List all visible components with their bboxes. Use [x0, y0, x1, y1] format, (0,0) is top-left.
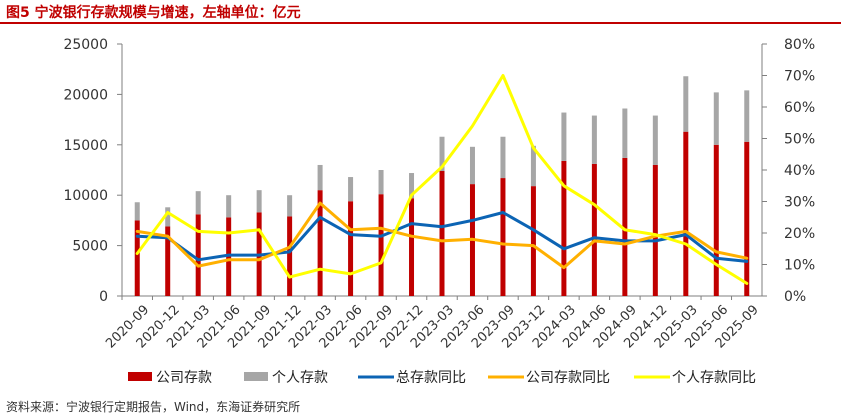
bar-corporate-deposit	[439, 171, 445, 296]
y-right-tick-label: 70%	[784, 69, 815, 85]
bar-corporate-deposit	[287, 216, 293, 296]
y-right-tick-label: 10%	[784, 258, 815, 274]
bar-personal-deposit	[439, 136, 445, 172]
bar-personal-deposit	[195, 191, 201, 215]
y-left-tick-label: 5000	[72, 239, 108, 255]
bar-personal-deposit	[622, 108, 628, 158]
bar-personal-deposit	[256, 190, 262, 213]
title-rule	[0, 22, 841, 24]
bar-corporate-deposit	[530, 186, 536, 296]
legend-personal-deposit-swatch	[244, 372, 268, 381]
y-left-tick-label: 10000	[63, 188, 108, 204]
y-right-tick-label: 30%	[784, 195, 815, 211]
legend-personal-deposit-label: 个人存款	[272, 370, 328, 386]
y-left-tick-label: 0	[99, 289, 108, 305]
bar-personal-deposit	[348, 177, 354, 202]
bar-personal-deposit	[409, 173, 415, 199]
bar-corporate-deposit	[744, 141, 750, 296]
bar-corporate-deposit	[622, 157, 628, 296]
bar-corporate-deposit	[134, 220, 140, 296]
line-personal-deposit-yoy	[135, 74, 749, 285]
bar-personal-deposit	[561, 112, 567, 161]
bar-personal-deposit	[530, 145, 536, 187]
bar-personal-deposit	[500, 136, 506, 179]
y-right-tick-label: 40%	[784, 163, 815, 179]
bar-corporate-deposit	[165, 226, 171, 296]
source-note: 资料来源：宁波银行定期报告，Wind，东海证券研究所	[6, 400, 301, 414]
bar-personal-deposit	[591, 115, 597, 164]
line-total-deposit-yoy	[135, 211, 749, 263]
bar-personal-deposit	[652, 115, 658, 165]
bar-corporate-deposit	[500, 178, 506, 296]
y-right-tick-label: 60%	[784, 100, 815, 116]
chart-title: 图5 宁波银行存款规模与增速，左轴单位：亿元	[6, 5, 301, 21]
bar-corporate-deposit	[561, 160, 567, 296]
bar-corporate-deposit	[591, 163, 597, 296]
legend-corporate-deposit-yoy-label: 公司存款同比	[526, 370, 610, 386]
y-right-tick-label: 20%	[784, 226, 815, 242]
bar-personal-deposit	[683, 76, 689, 132]
bar-corporate-deposit	[683, 131, 689, 296]
bar-personal-deposit	[317, 164, 323, 191]
bar-corporate-deposit	[409, 198, 415, 296]
chart: 0 5000 10000 15000 20000 25000 0% 10% 20% 30% 40% 5…	[63, 37, 815, 386]
bar-personal-deposit	[378, 170, 384, 195]
line-corporate-deposit-yoy	[135, 201, 749, 270]
bar-corporate-deposit	[226, 217, 232, 296]
bar-corporate-deposit	[348, 201, 354, 296]
y-left-tick-label: 20000	[63, 87, 108, 103]
bar-personal-deposit	[226, 195, 232, 218]
y-right-tick-label: 80%	[784, 37, 815, 53]
bar-personal-deposit	[134, 202, 140, 221]
y-right-tick-label: 50%	[784, 132, 815, 148]
bar-personal-deposit	[713, 92, 719, 145]
bar-corporate-deposit	[713, 144, 719, 296]
legend-total-deposit-yoy-label: 总存款同比	[396, 370, 466, 386]
bar-personal-deposit	[469, 146, 475, 185]
bar-corporate-deposit	[195, 214, 201, 296]
y-right-tick-label: 0%	[784, 289, 806, 305]
y-left-tick-label: 25000	[63, 37, 108, 53]
legend-corporate-deposit-label: 公司存款	[156, 370, 212, 386]
bar-personal-deposit	[287, 195, 293, 217]
bar-corporate-deposit	[652, 164, 658, 296]
bar-personal-deposit	[165, 207, 171, 227]
legend-personal-deposit-yoy-label: 个人存款同比	[672, 370, 756, 386]
legend-corporate-deposit-swatch	[128, 372, 152, 381]
bar-personal-deposit	[744, 90, 750, 142]
bar-corporate-deposit	[378, 194, 384, 296]
bar-corporate-deposit	[317, 190, 323, 296]
y-left-tick-label: 15000	[63, 138, 108, 154]
